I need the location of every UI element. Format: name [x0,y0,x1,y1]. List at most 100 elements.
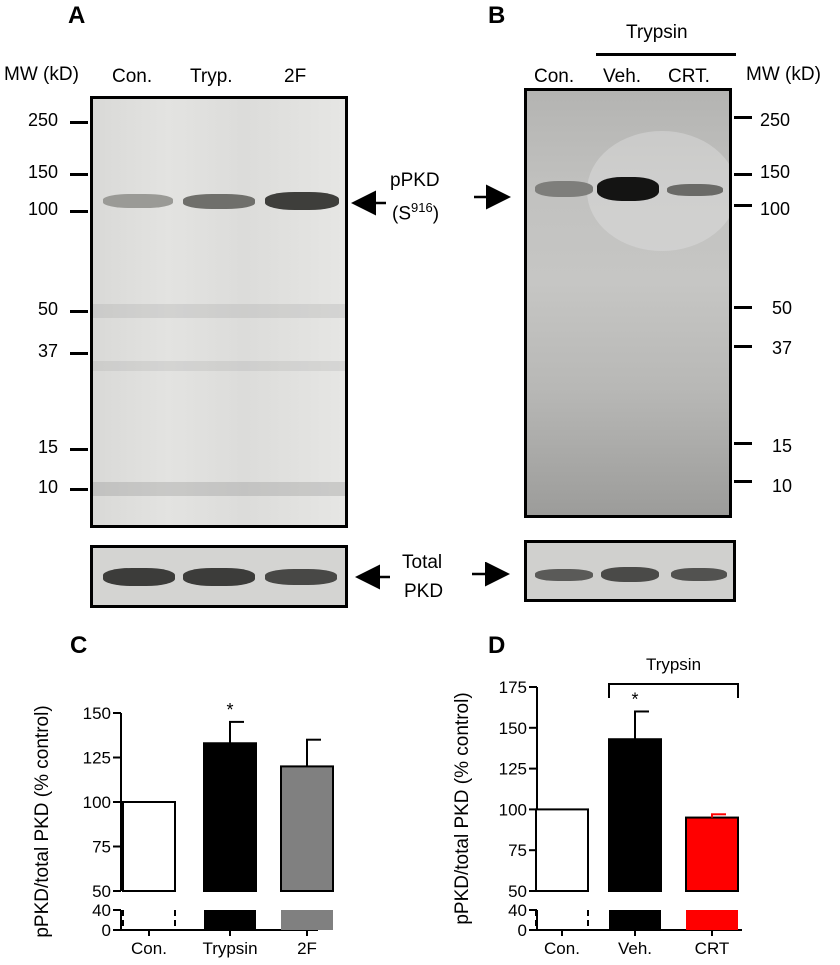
panel-a-lane-2f: 2F [284,66,307,87]
panel-b-mw-10: 10 [772,476,793,496]
y-tick-label: 0 [102,921,111,940]
panel-b-mw-tick [734,306,752,309]
significance-star: * [631,689,638,709]
panel-a-mw-tick [70,210,88,213]
panel-b-mw-150: 150 [760,162,791,182]
panel-b-mw-tick [734,345,752,348]
ppkd-band-tryp [183,194,255,209]
ppkd-site-label: (S916) [392,200,440,225]
y-tick-label: 40 [508,901,527,920]
bar [203,742,257,893]
x-tick-label: Veh. [618,939,652,958]
x-tick-label: Con. [544,939,580,958]
bar [535,808,589,892]
panel-b-mw-tick [734,116,752,119]
y-tick-label: 175 [499,678,527,697]
y-axis-label: pPKD/total PKD (% control) [32,705,53,937]
group-label: Trypsin [646,655,701,674]
ppkd-band-veh [597,177,659,201]
panel-b-mw-tick [734,173,752,176]
panel-b-lane-veh: Veh. [603,66,642,87]
y-tick-label: 50 [508,882,527,901]
panel-b-lane-con: Con. [534,66,575,87]
y-tick-label: 40 [92,901,111,920]
panel-a-mw-15: 15 [38,437,59,457]
total-pkd-band-2f [265,569,337,585]
panel-a-mw-tick [70,173,88,176]
panel-a-mw-100: 100 [28,199,59,219]
panel-a-ppkd-blot [90,96,348,528]
panel-b-mw-250: 250 [760,110,791,130]
panel-a-mw-tick [70,310,88,313]
panel-a-mw-title: MW (kD) [4,64,79,85]
x-tick-label: 2F [297,939,317,958]
panel-a-lane-con: Con. [112,66,153,87]
panel-b-mw-50: 50 [772,298,793,318]
chart-d: pPKD/total PKD (% control) 50 75 100 125 150 1… [452,655,742,958]
y-tick-label: 75 [92,838,111,857]
y-tick-label: 0 [518,921,527,940]
panel-a-mw-150: 150 [28,162,59,182]
panel-a-label: A [68,2,86,29]
panel-b-ppkd-blot [524,88,732,518]
panel-a-mw-50: 50 [38,299,59,319]
bar [122,801,176,892]
bar-lower [204,910,256,930]
panel-a-mw-250: 250 [28,110,59,130]
bar [685,816,739,892]
y-tick-label: 125 [83,749,111,768]
panel-a-mw-tick [70,121,88,124]
blot-smear [93,482,345,496]
blot-smear [93,304,345,318]
panel-a-mw-tick [70,352,88,355]
ppkd-band-crt [667,184,723,196]
y-axis-label: pPKD/total PKD (% control) [452,692,473,924]
panel-b-mw-37: 37 [772,338,793,358]
total-pkd-band-con [535,569,593,581]
panel-b-mw-tick [734,480,752,483]
ppkd-label: pPKD [390,170,440,191]
panel-a-total-pkd-blot [90,545,348,608]
panel-b-mw-15: 15 [772,436,793,456]
bar [608,738,662,892]
total-pkd-band-con [103,568,175,586]
panel-b-mw-tick [734,204,752,207]
panel-c-label: C [70,632,88,659]
panel-a-lane-tryp: Tryp. [190,66,233,87]
total-pkd-band-veh [601,567,659,582]
ppkd-band-con [535,181,593,197]
panel-b-group-label: Trypsin [626,22,688,43]
panel-d-label: D [488,632,506,659]
bar [280,765,334,892]
y-tick-label: 100 [83,793,111,812]
bar-lower [686,910,738,930]
x-tick-label: Trypsin [202,939,257,958]
total-pkd-band-tryp [183,568,255,586]
y-tick-label: 100 [499,800,527,819]
total-pkd-arrows [355,562,510,590]
panel-a-mw-tick [70,488,88,491]
x-tick-label: Con. [131,939,167,958]
ppkd-band-con [103,194,173,208]
ppkd-band-2f [265,192,339,210]
y-tick-label: 50 [92,882,111,901]
panel-a-mw-37: 37 [38,341,59,361]
bar-lower [281,910,333,930]
panel-a-mw-10: 10 [38,477,59,497]
bar-lower [609,910,661,930]
y-tick-label: 150 [83,704,111,723]
chart-c: pPKD/total PKD (% control) 50 75 100 125 150 0… [32,700,334,958]
panel-b-mw-title: MW (kD) [746,64,821,85]
y-tick-label: 75 [508,841,527,860]
total-pkd-label-2: PKD [404,581,444,602]
total-pkd-label-1: Total [402,552,443,573]
panel-b-mw-tick [734,442,752,445]
total-pkd-band-crt [671,568,727,581]
panel-b-group-line [596,53,736,56]
x-tick-label: CRT [695,939,730,958]
panel-a-mw-tick [70,448,88,451]
y-tick-label: 150 [499,719,527,738]
blot-smear [93,361,345,371]
group-bracket [608,683,739,698]
ppkd-arrows [351,184,511,216]
